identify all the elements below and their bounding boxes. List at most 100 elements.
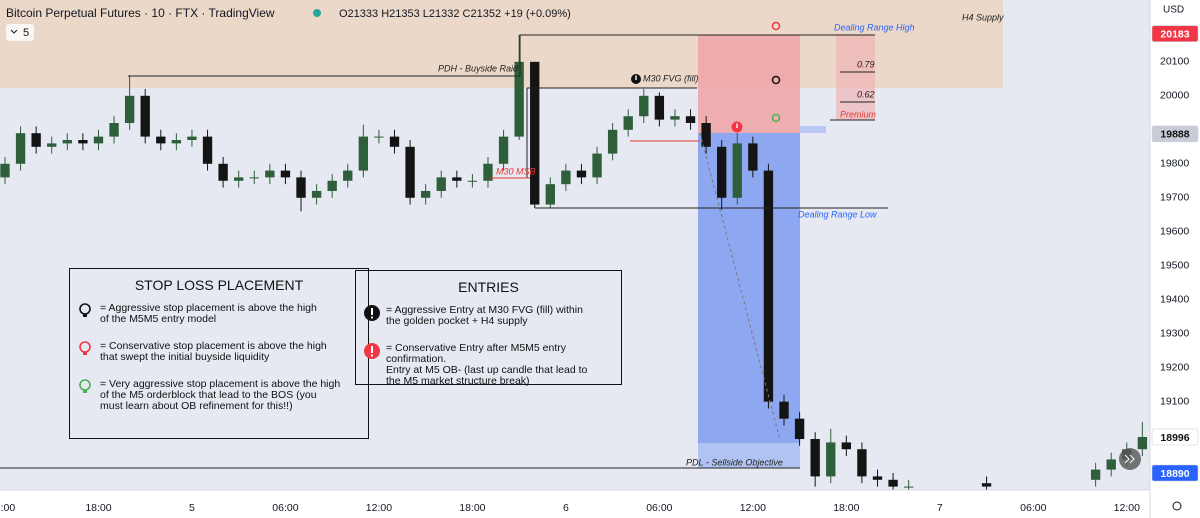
bulb-icon: [771, 75, 781, 85]
y-tick-label: 19600: [1160, 226, 1189, 238]
candle-body: [561, 170, 571, 185]
y-tick-label: 19200: [1160, 361, 1189, 373]
box-line: = Conservative Entry after M5M5 entry co…: [386, 342, 567, 365]
candle-body: [732, 143, 742, 198]
candle-body: [436, 177, 446, 191]
candle-body: [483, 163, 493, 181]
box-title: STOP LOSS PLACEMENT: [134, 277, 304, 293]
candle-body: [763, 170, 774, 402]
candle-body: [234, 177, 244, 181]
candle-body: [794, 418, 805, 440]
scroll-button[interactable]: [1119, 448, 1141, 470]
price-label: [1151, 25, 1199, 42]
box-item: = Aggressive Entry at M30 FVG (fill) wit…: [356, 305, 621, 327]
box-line: the M5 market structure break): [386, 375, 530, 387]
premium-zone: [836, 35, 875, 120]
candle-body: [218, 163, 228, 181]
candle-body: [981, 483, 992, 487]
item-icon: [364, 343, 380, 359]
settings-icon[interactable]: [1172, 501, 1182, 511]
candle-body: [62, 140, 72, 144]
y-tick-label: 19500: [1160, 260, 1189, 272]
box-line: = Aggressive stop placement is above the…: [100, 302, 317, 314]
entries-box: ENTRIES = Aggressive Entry at M30 FVG (f…: [355, 270, 622, 387]
candle-body: [623, 116, 633, 130]
candle-body: [748, 143, 758, 171]
box-item: = Aggressive stop placement is above the…: [70, 303, 368, 325]
stop-loss-box: STOP LOSS PLACEMENT = Aggressive stop pl…: [69, 268, 369, 439]
candle-body: [1090, 469, 1101, 480]
candle-body: [810, 439, 820, 477]
annotation: H4 Supply: [962, 12, 1004, 22]
candle-body: [15, 133, 26, 164]
annotation: 0.79: [857, 59, 875, 69]
box-item: = Very aggressive stop placement is abov…: [70, 379, 368, 412]
y-tick-label: 19100: [1160, 395, 1189, 407]
candle-body: [0, 163, 10, 178]
target-zone-end: [698, 443, 800, 468]
box-item: = Conservative Entry after M5M5 entry co…: [356, 343, 621, 387]
entry-zone: [800, 126, 826, 133]
levels: [0, 34, 888, 469]
candle-body: [358, 136, 369, 171]
box-line: that swept the initial buyside liquidity: [100, 351, 270, 363]
box-line: = Conservative stop placement is above t…: [100, 340, 327, 352]
h4-supply-zone: [0, 0, 1003, 88]
candles: [0, 34, 1148, 490]
box-line: = Very aggressive stop placement is abov…: [100, 378, 341, 390]
candle-body: [311, 190, 322, 198]
candle-body: [202, 136, 213, 164]
price-label: [1151, 125, 1199, 143]
box-line: Entry at M5 OB- (last up candle that lea…: [386, 364, 588, 376]
annotation: PDL - Sellside Objective: [686, 457, 783, 467]
candle-body: [467, 180, 478, 182]
item-icon: [79, 341, 91, 355]
time-axis: [0, 490, 1150, 518]
candle-body: [405, 146, 415, 198]
price-label-text: 20183: [1160, 28, 1189, 40]
bulb-icon: [771, 113, 781, 123]
y-tick-label: 19800: [1160, 158, 1189, 170]
candle-body: [841, 442, 852, 450]
target-zone: [698, 133, 800, 443]
box-items: = Aggressive stop placement is above the…: [70, 303, 368, 412]
status-dot: [313, 9, 321, 17]
candle-body: [156, 136, 166, 144]
x-tick-label: 12:00: [1114, 502, 1140, 514]
candle-body: [826, 442, 836, 477]
y-tick-label: 19400: [1160, 293, 1189, 305]
y-tick-label: 19700: [1160, 192, 1189, 204]
price-label: [1151, 428, 1199, 446]
interval: 5: [23, 27, 29, 39]
box-title: ENTRIES: [458, 279, 519, 295]
candle-body: [280, 170, 291, 178]
candle-body: [343, 170, 353, 181]
scroll-icon: [1124, 454, 1135, 464]
candle-body: [78, 140, 88, 144]
projection-line: [699, 132, 781, 441]
candle-body: [1106, 459, 1116, 470]
box-line: must learn about OB refinement for this!…: [100, 400, 293, 412]
candle-body: [639, 95, 649, 117]
box-line: = Aggressive Entry at M30 FVG (fill) wit…: [386, 304, 583, 316]
x-tick-label: 6: [563, 502, 569, 514]
candle-body: [327, 180, 337, 191]
candle-body: [779, 401, 789, 419]
x-tick-label: 06:00: [272, 502, 298, 514]
price-label-text: 18996: [1160, 432, 1189, 444]
stop-zone: [698, 35, 800, 133]
candle-body: [249, 177, 259, 179]
candle-body: [265, 170, 275, 178]
candle-body: [124, 95, 135, 124]
box-items: = Aggressive Entry at M30 FVG (fill) wit…: [356, 305, 621, 387]
y-tick-label: 20000: [1160, 90, 1189, 102]
interval-button[interactable]: [6, 24, 34, 41]
candle-body: [171, 140, 182, 144]
price-label-text: 19888: [1160, 129, 1189, 141]
candle-body: [47, 143, 57, 147]
candle-body: [685, 116, 696, 124]
ohlc: O21333 H21353 L21332 C21352 +19 (+0.09%): [339, 8, 571, 20]
candle-body: [607, 129, 618, 154]
candle-body: [93, 136, 104, 144]
